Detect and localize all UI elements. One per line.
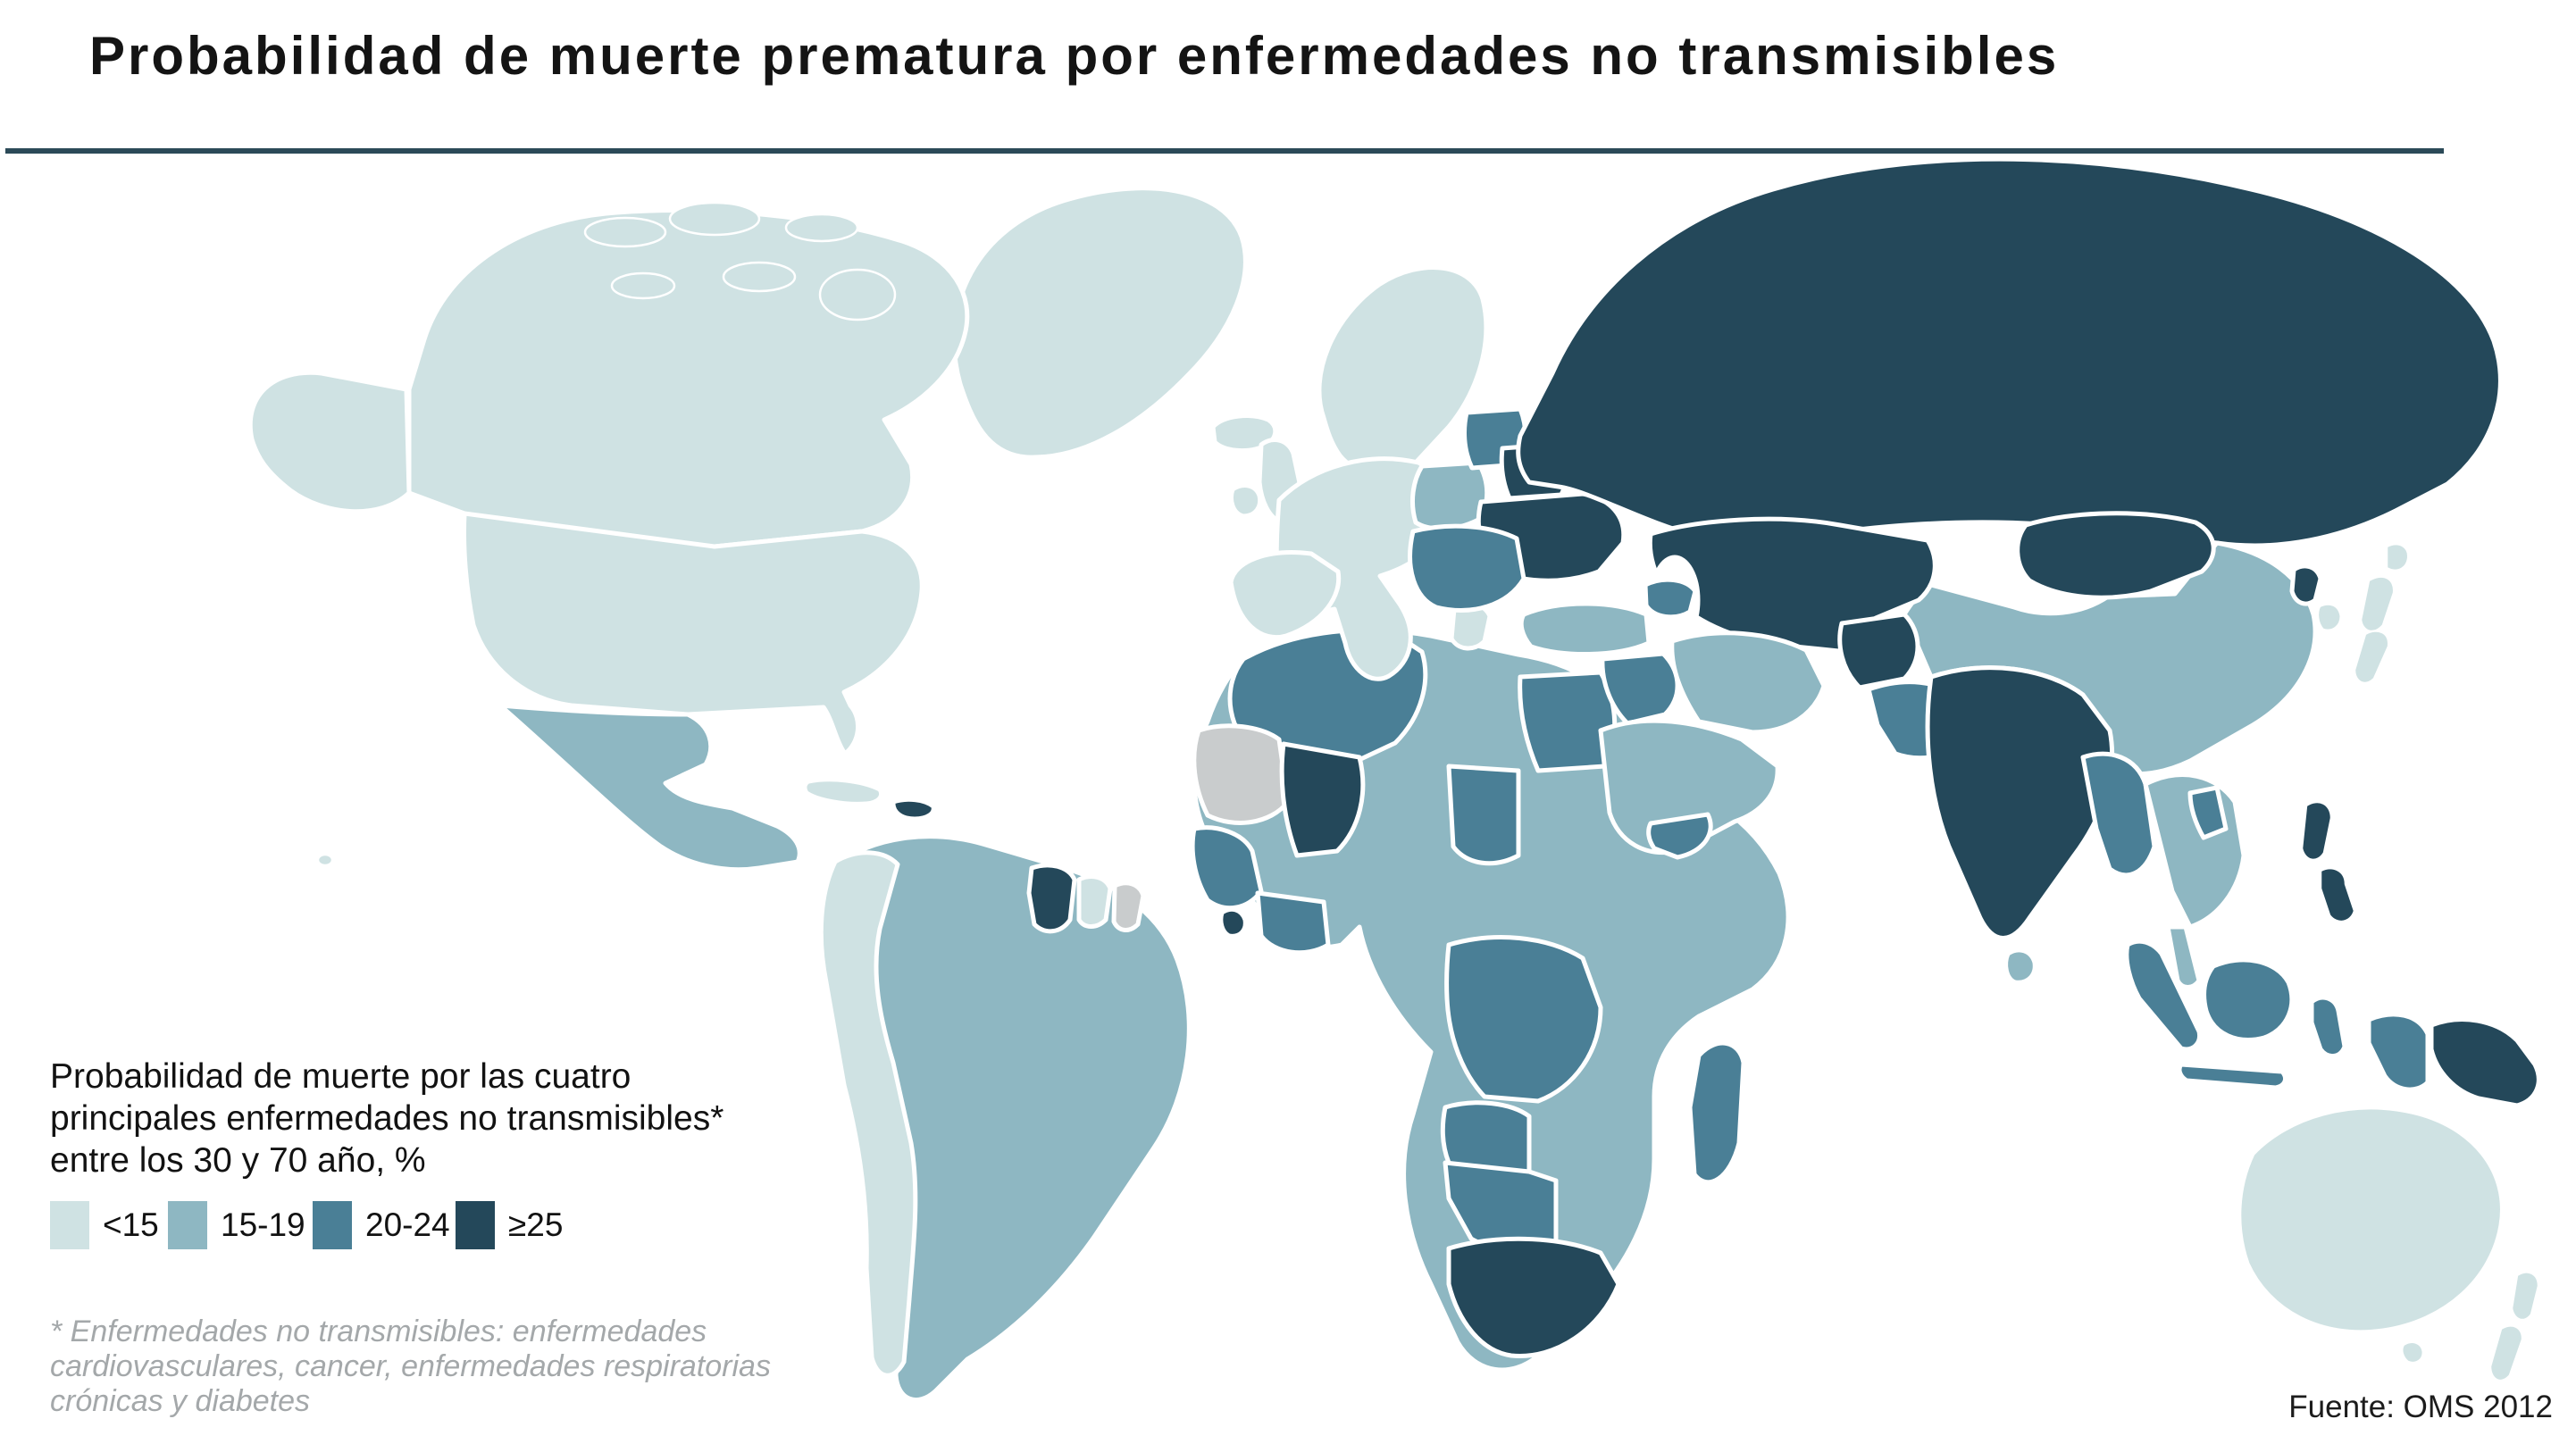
- region-north-korea: [2289, 563, 2323, 606]
- new-zealand-islands: [2488, 1271, 2540, 1382]
- region-sri-lanka: [2003, 947, 2037, 985]
- legend-label: 15-19: [221, 1206, 305, 1243]
- region-yemen: [1646, 812, 1713, 860]
- region-tasmania: [2398, 1339, 2427, 1366]
- region-greenland: [951, 186, 1248, 460]
- footnote: * Enfermedades no transmisibles: enferme…: [50, 1315, 854, 1419]
- legend-label: <15: [103, 1206, 159, 1243]
- region-java: [2177, 1062, 2287, 1090]
- arctic-island: [818, 268, 897, 321]
- arctic-island: [583, 216, 667, 248]
- region-scandinavia: [1317, 265, 1489, 478]
- region-sulawesi: [2309, 995, 2347, 1058]
- japan-islands: [2353, 543, 2410, 685]
- legend-item-lt15: <15: [50, 1201, 159, 1249]
- region-mali: [1279, 741, 1366, 858]
- legend-swatch-gte25: [456, 1201, 495, 1249]
- region-chad: [1446, 764, 1521, 866]
- legend-title-line: principales enfermedades no transmisible…: [50, 1099, 724, 1138]
- region-new-zealand: [2510, 1271, 2540, 1322]
- page-title: Probabilidad de muerte prematura por enf…: [89, 26, 2060, 86]
- region-madagascar: [1687, 1040, 1746, 1185]
- legend-item-20-24: 20-24: [313, 1201, 450, 1249]
- region-new-zealand: [2488, 1324, 2524, 1382]
- legend-title: Probabilidad de muerte por las cuatro pr…: [50, 1056, 907, 1181]
- region-egypt: [1518, 670, 1618, 773]
- philippine-islands: [2300, 800, 2356, 923]
- footnote-line: * Enfermedades no transmisibles: enferme…: [50, 1315, 707, 1348]
- region-mexico-central-america: [498, 703, 802, 872]
- arctic-island: [668, 201, 761, 237]
- region-australia: [2237, 1105, 2505, 1335]
- region-west-new-guinea: [2366, 1012, 2430, 1092]
- region-alaska: [247, 370, 412, 514]
- region-sumatra: [2124, 939, 2203, 1052]
- region-canada: [406, 208, 970, 552]
- region-hawaii: [316, 853, 334, 867]
- region-mongolia: [2015, 511, 2216, 600]
- legend-label: 20-24: [365, 1206, 450, 1243]
- region-cuba: [802, 777, 884, 806]
- legend-item-gte25: ≥25: [456, 1201, 563, 1249]
- region-guyana: [1026, 863, 1077, 934]
- region-malay-peninsula: [2165, 924, 2202, 989]
- arctic-island: [722, 261, 797, 293]
- legend-swatch-20-24: [313, 1201, 352, 1249]
- region-caucasus: [1643, 577, 1698, 620]
- region-japan: [2353, 630, 2390, 685]
- footnote-line: crónicas y diabetes: [50, 1384, 311, 1418]
- legend-item-15-19: 15-19: [168, 1201, 305, 1249]
- region-laos: [2187, 785, 2229, 840]
- region-french-guiana: [1111, 881, 1146, 932]
- region-carpathian-balkans: [1408, 523, 1526, 613]
- legend-title-line: entre los 30 y 70 año, %: [50, 1141, 426, 1180]
- region-south-korea: [2314, 600, 2345, 634]
- legend-swatch-lt15: [50, 1201, 89, 1249]
- region-myanmar: [2080, 751, 2157, 878]
- footnote-line: cardiovasculares, cancer, enfermedades r…: [50, 1349, 771, 1383]
- region-japan: [2359, 575, 2396, 633]
- arctic-island: [784, 213, 859, 243]
- region-turkey: [1518, 601, 1652, 656]
- region-drc-congo: [1444, 935, 1603, 1104]
- region-russia: [1516, 156, 2503, 548]
- legend-title-line: Probabilidad de muerte por las cuatro: [50, 1057, 631, 1096]
- region-ivory-coast-ghana: [1255, 890, 1331, 956]
- region-japan: [2385, 543, 2410, 572]
- arctic-island: [610, 271, 676, 300]
- region-philippines: [2300, 800, 2333, 862]
- region-borneo: [2202, 957, 2295, 1042]
- legend-categories: <15 15-19 20-24 ≥25: [50, 1201, 907, 1253]
- region-south-africa: [1446, 1236, 1621, 1358]
- region-philippines: [2319, 867, 2356, 923]
- region-afghanistan: [1837, 612, 1920, 690]
- region-iran: [1669, 630, 1827, 735]
- region-ireland: [1229, 483, 1263, 519]
- region-arabian-peninsula: [1598, 718, 1780, 856]
- region-papua-new-guinea: [2429, 1017, 2541, 1108]
- legend-swatch-15-19: [168, 1201, 207, 1249]
- region-iberia: [1228, 550, 1342, 639]
- map-legend: Probabilidad de muerte por las cuatro pr…: [50, 1056, 907, 1253]
- legend-label: ≥25: [508, 1206, 564, 1243]
- region-mauritania-wsahara: [1192, 723, 1291, 825]
- source-attribution: Fuente: OMS 2012: [2288, 1390, 2553, 1424]
- region-senegal-guinea: [1190, 825, 1264, 911]
- region-suriname: [1076, 874, 1113, 929]
- region-poland-czech: [1409, 460, 1490, 531]
- region-hispaniola: [891, 797, 936, 822]
- region-andes-pacific-coast: [818, 850, 918, 1378]
- region-usa: [461, 511, 924, 756]
- region-sierra-leone: [1218, 906, 1248, 939]
- region-iceland: [1210, 413, 1278, 454]
- region-india: [1925, 665, 2115, 940]
- title-divider: [5, 148, 2444, 154]
- canadian-arctic-archipelago: [583, 201, 897, 321]
